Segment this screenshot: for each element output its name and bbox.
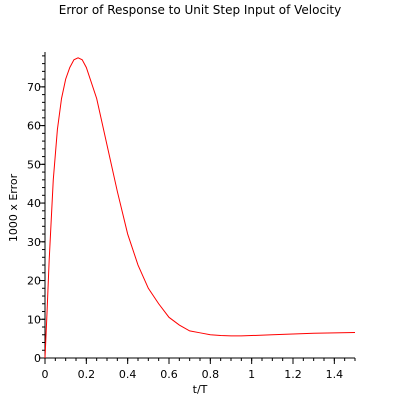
y-tick-label: 0 (34, 352, 41, 365)
y-tick-label: 10 (27, 313, 41, 326)
x-axis-label: t/T (193, 383, 208, 396)
chart-title: Error of Response to Unit Step Input of … (59, 3, 341, 17)
x-tick-label: 0.2 (78, 368, 96, 381)
y-tick-label: 30 (27, 236, 41, 249)
x-tick-label: 0.6 (160, 368, 178, 381)
tick-labels: 0 0.2 0.4 0.6 0.8 1 1.2 1.4 0 10 20 30 40 50 60 70 (27, 81, 343, 381)
y-axis-label: 1000 x Error (7, 173, 20, 242)
x-tick-label: 1 (248, 368, 255, 381)
x-tick-label: 0.8 (202, 368, 220, 381)
plot-lines (44, 57, 356, 359)
axes (44, 52, 355, 359)
y-tick-label: 20 (27, 275, 41, 288)
x-tick-label: 0.4 (119, 368, 137, 381)
series-line (44, 57, 356, 359)
y-tick-label: 60 (27, 120, 41, 133)
x-tick-label: 0 (42, 368, 49, 381)
y-tick-label: 40 (27, 197, 41, 210)
x-tick-label: 1.2 (284, 368, 302, 381)
x-tick-label: 1.4 (326, 368, 344, 381)
y-tick-label: 70 (27, 81, 41, 94)
y-tick-label: 50 (27, 158, 41, 171)
ticks (39, 55, 356, 364)
